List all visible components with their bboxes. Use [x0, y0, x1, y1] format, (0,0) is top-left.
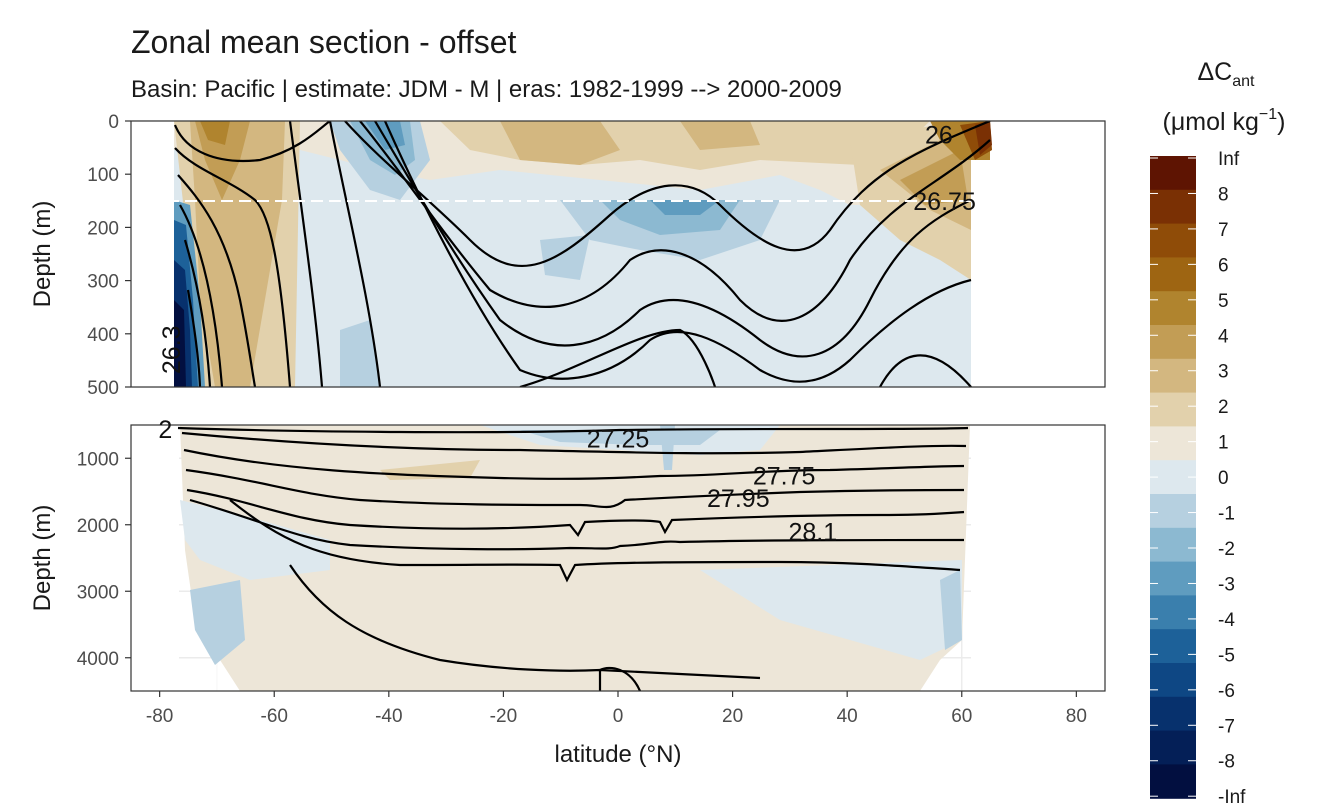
y-tick-label: 0 — [108, 112, 119, 133]
legend-swatch — [1150, 156, 1196, 191]
lower-y-axis-title: Depth (m) — [29, 505, 56, 612]
legend-unit: (μmol kg−1) — [1163, 106, 1286, 136]
lower-fill-field — [131, 425, 1105, 691]
legend-label: -8 — [1218, 752, 1235, 773]
x-tick-label: 80 — [1066, 706, 1087, 727]
y-tick-label: 200 — [87, 218, 119, 239]
upper-panel-border — [130, 120, 1106, 388]
contour-label: 26.3 — [158, 325, 186, 374]
legend-label: 1 — [1218, 433, 1229, 454]
legend-swatches — [1150, 156, 1196, 799]
x-tick-label: -20 — [490, 706, 517, 727]
legend-swatch — [1150, 189, 1196, 225]
legend-unit-end: ) — [1277, 108, 1285, 136]
legend-swatch — [1150, 629, 1196, 664]
legend-label: 4 — [1218, 326, 1229, 347]
legend-swatch — [1150, 426, 1196, 461]
legend-label: 5 — [1218, 291, 1229, 312]
x-axis: -80 -60 -40 -20 0 20 40 60 80 — [146, 691, 1087, 727]
legend-swatch — [1150, 730, 1196, 765]
legend-label: 6 — [1218, 255, 1229, 276]
legend-swatch — [1150, 325, 1196, 360]
legend-label: 7 — [1218, 220, 1229, 241]
x-tick-label: -40 — [375, 706, 402, 727]
contour-label: 27.95 — [707, 485, 770, 513]
x-tick-label: 40 — [837, 706, 858, 727]
contour-label: 27.75 — [753, 463, 816, 491]
y-tick-label: 500 — [87, 378, 119, 399]
contour-label: 2 — [158, 416, 172, 444]
legend-swatch — [1150, 392, 1196, 427]
legend-label: -6 — [1218, 681, 1235, 702]
legend-label: 8 — [1218, 184, 1229, 205]
legend-label: -5 — [1218, 645, 1235, 666]
legend-label: -4 — [1218, 610, 1235, 631]
legend-swatch — [1150, 494, 1196, 529]
y-tick-label: 300 — [87, 272, 119, 293]
legend-label: 0 — [1218, 468, 1229, 489]
y-tick-label: 3000 — [77, 582, 119, 603]
chart-title: Zonal mean section - offset — [131, 24, 517, 60]
legend-label: -3 — [1218, 574, 1235, 595]
legend-title-subscript: ant — [1232, 73, 1255, 90]
upper-y-axis: 0 100 200 300 400 500 — [87, 112, 131, 399]
x-tick-label: 60 — [951, 706, 972, 727]
lower-contours — [177, 426, 969, 691]
legend-swatch — [1150, 358, 1196, 394]
x-tick-label: -80 — [146, 706, 173, 727]
lower-panel — [130, 424, 1106, 692]
legend-swatch — [1150, 696, 1196, 732]
legend-unit-main: (μmol kg — [1163, 108, 1259, 136]
legend-label: 2 — [1218, 397, 1229, 418]
legend-swatch — [1150, 527, 1196, 563]
legend-label: -1 — [1218, 504, 1235, 525]
color-legend: ΔCant (μmol kg−1) Inf 8 7 6 5 4 3 2 1 0 -1 -2 -3 -4 -5… — [1150, 58, 1285, 806]
legend-title-main: ΔC — [1197, 58, 1232, 86]
y-tick-label: 400 — [87, 325, 119, 346]
y-tick-label: 2000 — [77, 516, 119, 537]
upper-panel — [130, 120, 1106, 388]
y-tick-label: 4000 — [77, 649, 119, 670]
y-tick-label: 100 — [87, 165, 119, 186]
legend-swatch — [1150, 663, 1196, 698]
x-tick-label: 0 — [613, 706, 624, 727]
chart-subtitle: Basin: Pacific | estimate: JDM - M | era… — [131, 76, 842, 103]
contour-label: 26 — [925, 121, 953, 149]
legend-label: -7 — [1218, 716, 1235, 737]
legend-label: Inf — [1218, 149, 1240, 170]
legend-swatch — [1150, 595, 1196, 630]
legend-swatch — [1150, 764, 1196, 799]
x-axis-title: latitude (°N) — [555, 741, 682, 768]
lower-y-axis: 1000 2000 3000 4000 — [77, 449, 131, 670]
upper-y-axis-title: Depth (m) — [29, 201, 56, 308]
legend-swatch — [1150, 257, 1196, 292]
legend-label: 3 — [1218, 362, 1229, 383]
contour-label: 27.25 — [587, 425, 650, 453]
legend-unit-superscript: −1 — [1259, 106, 1277, 123]
legend-label: -Inf — [1218, 787, 1246, 806]
legend-swatch — [1150, 291, 1196, 326]
legend-title: ΔCant — [1197, 58, 1255, 90]
legend-label: -2 — [1218, 539, 1235, 560]
x-tick-label: -60 — [261, 706, 288, 727]
x-tick-label: 20 — [722, 706, 743, 727]
legend-swatch — [1150, 561, 1196, 596]
contour-label: 28.1 — [788, 518, 837, 546]
y-tick-label: 1000 — [77, 449, 119, 470]
upper-contours — [173, 121, 991, 387]
contour-label: 26.75 — [913, 188, 976, 216]
legend-labels: Inf 8 7 6 5 4 3 2 1 0 -1 -2 -3 -4 -5 -6 -7 -8 -Inf — [1150, 149, 1246, 806]
